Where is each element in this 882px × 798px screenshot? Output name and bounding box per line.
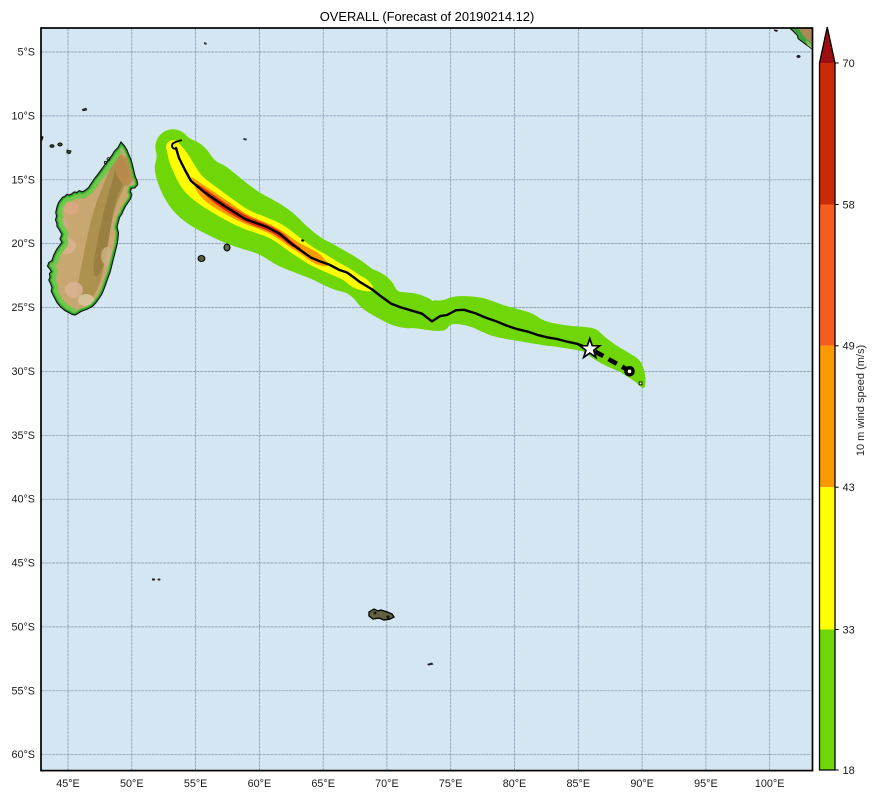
svg-text:18: 18	[843, 765, 855, 777]
svg-text:43: 43	[843, 482, 855, 494]
svg-text:95°E: 95°E	[694, 778, 718, 790]
svg-text:25°S: 25°S	[11, 302, 35, 314]
svg-text:85°E: 85°E	[567, 778, 591, 790]
svg-text:65°E: 65°E	[311, 778, 335, 790]
svg-text:5°S: 5°S	[17, 47, 35, 59]
svg-text:60°S: 60°S	[11, 749, 35, 761]
svg-text:75°E: 75°E	[439, 778, 463, 790]
svg-text:30°S: 30°S	[11, 366, 35, 378]
svg-text:50°E: 50°E	[120, 778, 144, 790]
svg-text:40°S: 40°S	[11, 494, 35, 506]
svg-text:45°E: 45°E	[56, 778, 80, 790]
svg-text:70°E: 70°E	[375, 778, 399, 790]
svg-text:58: 58	[843, 199, 855, 211]
svg-text:100°E: 100°E	[755, 778, 785, 790]
svg-text:15°S: 15°S	[11, 174, 35, 186]
svg-text:10°S: 10°S	[11, 110, 35, 122]
svg-text:55°E: 55°E	[184, 778, 208, 790]
svg-text:33: 33	[843, 624, 855, 636]
svg-text:90°E: 90°E	[630, 778, 654, 790]
svg-text:60°E: 60°E	[248, 778, 272, 790]
svg-text:10 m wind speed (m/s): 10 m wind speed (m/s)	[855, 345, 867, 456]
svg-text:35°S: 35°S	[11, 430, 35, 442]
svg-text:70: 70	[843, 58, 855, 70]
svg-text:OVERALL (Forecast of 20190214.: OVERALL (Forecast of 20190214.12)	[320, 9, 535, 24]
svg-text:80°E: 80°E	[503, 778, 527, 790]
svg-text:20°S: 20°S	[11, 238, 35, 250]
svg-text:45°S: 45°S	[11, 558, 35, 570]
svg-text:50°S: 50°S	[11, 621, 35, 633]
svg-text:55°S: 55°S	[11, 685, 35, 697]
svg-text:49: 49	[843, 341, 855, 353]
